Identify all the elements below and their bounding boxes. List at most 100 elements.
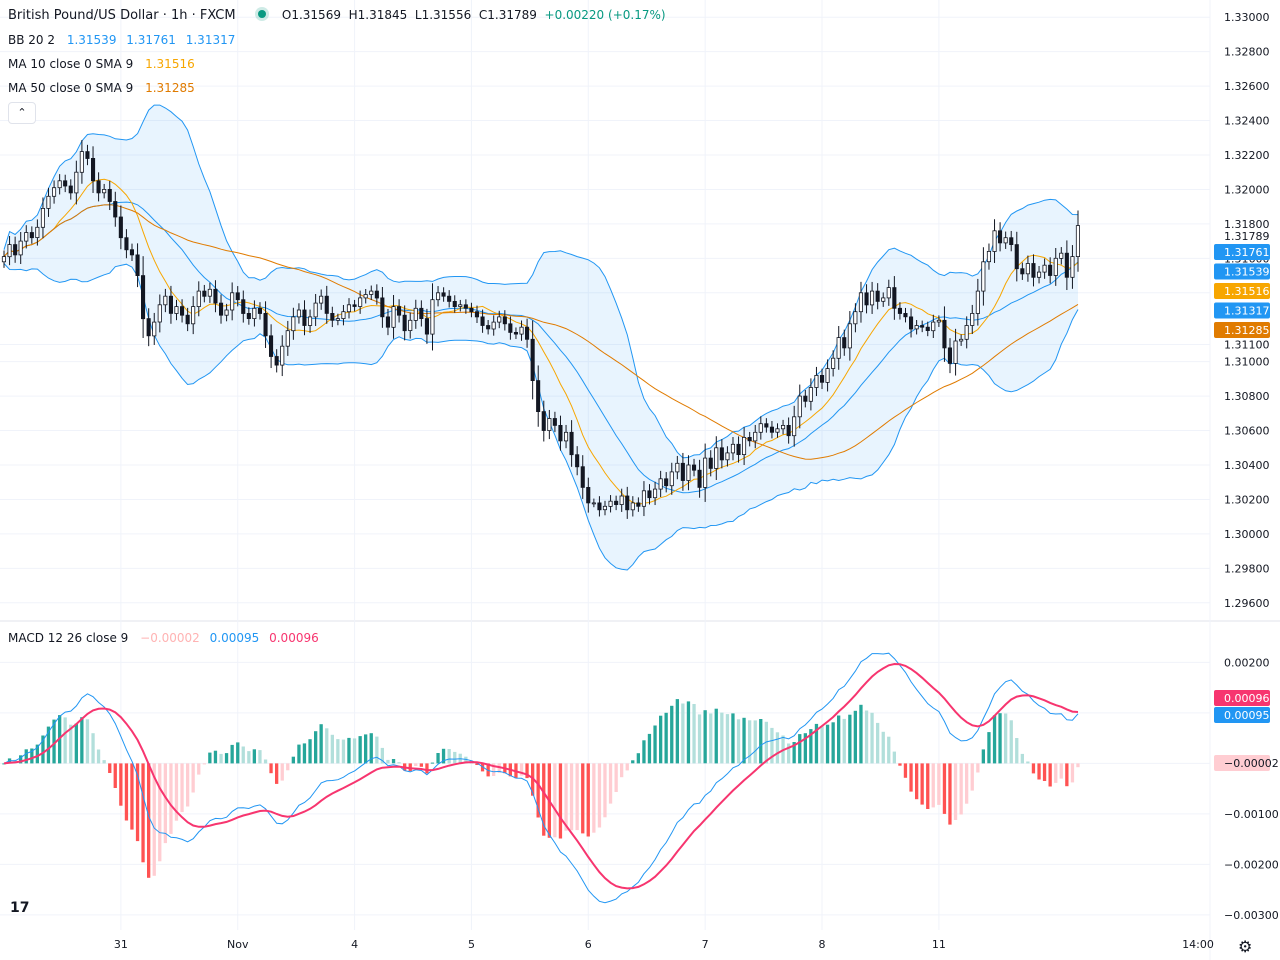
macd-hist-bar (647, 733, 652, 764)
candle-body (1025, 263, 1030, 275)
macd-tick-label: −0.00300 (1224, 909, 1279, 922)
candle (230, 282, 235, 321)
candle (781, 419, 786, 435)
macd-hist-bar (959, 763, 963, 815)
candle-body (875, 290, 880, 302)
candle (1014, 231, 1019, 282)
candle (163, 288, 168, 313)
price-label-text: 1.31761 (1224, 246, 1270, 259)
macd-hist-bar (636, 753, 640, 764)
candle-body (580, 466, 585, 488)
candle-body (664, 478, 669, 487)
macd-tick-label: −0.00200 (1224, 858, 1279, 871)
macd-hist-bar (1042, 763, 1047, 781)
candle (1009, 230, 1014, 252)
chart-header: British Pound/US Dollar · 1h · FXCM O1.3… (8, 8, 666, 23)
price-label-box (1214, 263, 1270, 280)
symbol-title[interactable]: British Pound/US Dollar · 1h · FXCM (8, 8, 236, 23)
candle-body (430, 299, 435, 335)
candle-body (513, 331, 518, 335)
macd-hist-bar (236, 742, 240, 764)
candle (202, 284, 207, 303)
macd-label-text: 0.00095 (1224, 709, 1270, 722)
candle (625, 486, 630, 519)
candle (569, 420, 574, 467)
macd-hist-bar (85, 719, 90, 764)
gear-icon[interactable]: ⚙ (1238, 937, 1253, 956)
candle-body (803, 395, 808, 402)
candle (998, 222, 1003, 252)
macd-hist-bar (675, 699, 679, 764)
candle-body (369, 290, 374, 295)
macd-hist-bar (686, 701, 691, 764)
macd-hist-bar (275, 763, 279, 784)
macd-hist-bar (586, 763, 590, 837)
macd-hist-bar (186, 763, 190, 807)
candle (1020, 262, 1025, 280)
macd-hist-bar (202, 763, 206, 765)
candle (708, 450, 713, 477)
candle-body (263, 312, 268, 337)
ma10-legend[interactable]: MA 10 close 0 SMA 9 1.31516 (8, 56, 201, 72)
candle-body (202, 290, 207, 297)
candle (246, 307, 251, 325)
candle (1059, 247, 1064, 265)
time-axis-label: 14:00 (1182, 938, 1214, 951)
macd-hist-bar (213, 750, 218, 764)
candle-body (653, 488, 658, 499)
price-label-box (1214, 322, 1270, 338)
candle (207, 282, 212, 303)
candle (196, 281, 201, 317)
candle-body (903, 312, 908, 318)
time-axis-label: Nov (227, 938, 249, 951)
candle-body (920, 325, 925, 328)
ma50-line (3, 204, 1079, 460)
candle-body (168, 295, 174, 314)
macd-label: MACD 12 26 close 9 (8, 631, 129, 645)
macd-hist-bar (920, 763, 924, 805)
candle (847, 311, 852, 361)
candle (491, 315, 496, 336)
macd-hist-bar (174, 763, 179, 821)
candle (730, 437, 735, 461)
candle-body (330, 312, 335, 321)
candle-body (268, 335, 274, 357)
candle (736, 436, 741, 463)
macd-hist-bar (30, 748, 34, 764)
candle-body (452, 300, 457, 307)
macd-hist-bar (731, 713, 735, 764)
macd-hist-bar (903, 763, 908, 778)
macd-hist-bar (603, 763, 607, 818)
candle (68, 179, 73, 200)
candle-body (486, 325, 491, 330)
candle-body (85, 151, 90, 159)
bb-legend[interactable]: BB 20 2 1.31539 1.31761 1.31317 (8, 32, 241, 48)
candle (430, 283, 435, 351)
candle (836, 326, 841, 370)
candle-body (335, 318, 340, 321)
macd-hist-bar (736, 719, 741, 764)
candle (7, 236, 12, 266)
low-value: L1.31556 (414, 8, 472, 22)
candle-body (1003, 237, 1008, 244)
candle (925, 321, 930, 337)
macd-hist-bar (397, 762, 401, 764)
macd-hist-bar (798, 734, 802, 764)
collapse-legend-button[interactable]: ⌃ (8, 102, 36, 124)
candle (185, 307, 190, 332)
price-label-text: 1.31317 (1224, 305, 1270, 318)
tradingview-logo-icon[interactable]: 17 (10, 900, 30, 916)
candle-body (530, 338, 535, 381)
macd-hist-bar (592, 763, 596, 833)
candle-body (246, 312, 251, 319)
candle (842, 329, 847, 356)
candle (858, 281, 863, 323)
macd-hist-bar (536, 763, 540, 818)
macd-hist-bar (258, 750, 262, 764)
macd-hist-bar (1020, 753, 1024, 764)
ma50-legend[interactable]: MA 50 close 0 SMA 9 1.31285 (8, 80, 201, 96)
macd-legend[interactable]: MACD 12 26 close 9 −0.00002 0.00095 0.00… (8, 630, 325, 646)
candle-body (296, 309, 301, 318)
macd-hist-bar (814, 723, 819, 764)
